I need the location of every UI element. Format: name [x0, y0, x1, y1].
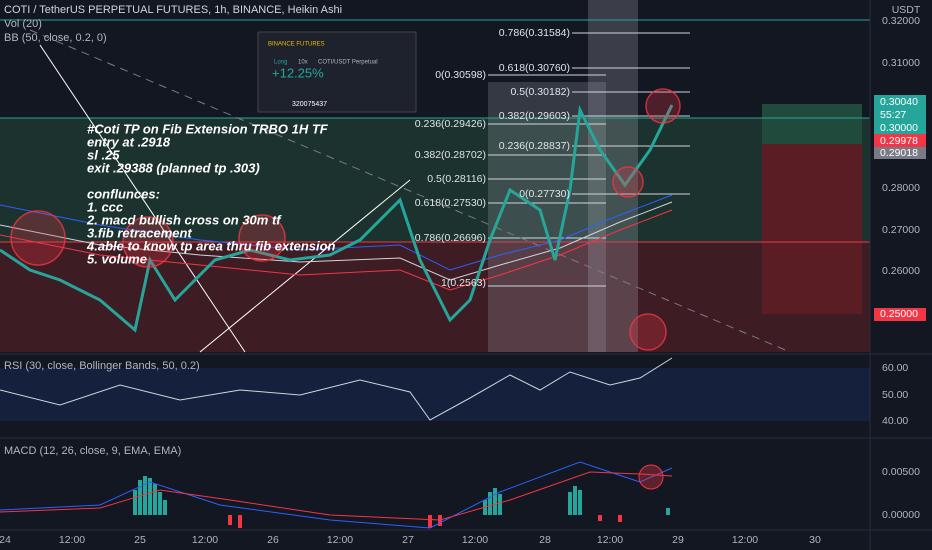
bb-band [0, 194, 673, 271]
signal-line [0, 471, 673, 521]
time-label: 28 [539, 534, 551, 546]
price-badge-text: 0.29018 [880, 147, 918, 159]
price-label: 0.32000 [882, 15, 920, 27]
price-badge-text: 0.30040 [880, 96, 918, 108]
pane-title: RSI (30, close, Bollinger Bands, 50, 0.2… [4, 360, 200, 372]
card-pnl: +12.25% [272, 65, 324, 80]
fib-label: 0.382(0.28702) [415, 149, 486, 161]
time-label: 30 [809, 534, 821, 546]
card-pair: COTI/USDT Perpetual [318, 60, 378, 66]
price-label: 0.28000 [882, 182, 920, 194]
stop-box [762, 144, 862, 314]
time-label: 12:00 [59, 534, 85, 546]
note-line: 1. ccc [87, 199, 124, 214]
currency: USDT [892, 4, 921, 16]
note-line: conflunces: [87, 186, 160, 201]
price-badge [874, 95, 926, 134]
card-leverage: 10x [298, 60, 308, 66]
note-line: #Coti TP on Fib Extension TRBO 1H TF [87, 121, 329, 136]
fib-label: 0.618(0.27530) [415, 197, 486, 209]
fib-label: 0.786(0.31584) [499, 27, 570, 39]
fib-label: 0.5(0.28116) [427, 173, 486, 185]
note-line: entry at .2918 [87, 134, 171, 149]
profit-zone [0, 118, 870, 242]
fib-lines [488, 32, 690, 287]
macd-label: 0.00500 [882, 466, 920, 478]
macd-histogram [133, 476, 670, 515]
rsi-label: 50.00 [882, 389, 908, 401]
note-line: 2. macd bullish cross on 30m tf [86, 212, 282, 227]
highlight-circle [638, 464, 664, 490]
fib-label: 0(0.27730) [519, 188, 570, 200]
trend-line [39, 44, 246, 353]
time-label: 12:00 [732, 534, 758, 546]
card-brand: BINANCE FUTURES [268, 42, 325, 48]
macd-line [0, 461, 673, 529]
rsi-label: 60.00 [882, 362, 908, 374]
note: #Coti TP on Fib Extension TRBO 1H TF ent… [86, 121, 336, 266]
note-line: exit .29388 (planned tp .303) [87, 160, 260, 175]
price-badge [874, 147, 926, 159]
pane-title: MACD (12, 26, close, 9, EMA, EMA) [4, 445, 181, 457]
trend-line [199, 179, 411, 353]
countdown: 55:27 [880, 109, 906, 121]
time-label: 25 [134, 534, 146, 546]
fib-label: 0(0.30598) [435, 69, 486, 81]
target-box [762, 104, 862, 144]
price-badge-text: 0.29978 [880, 135, 918, 147]
fib-label: 0.236(0.28837) [499, 140, 570, 152]
time-label: 12:00 [597, 534, 623, 546]
time-label: 12:00 [462, 534, 488, 546]
price-badge [874, 308, 926, 321]
loss-zone [0, 242, 870, 352]
rsi-label: 40.00 [882, 415, 908, 427]
card-side: Long [274, 60, 287, 66]
card-code: 320075437 [292, 101, 327, 108]
price-path [0, 104, 674, 333]
trend-line [29, 29, 791, 353]
fib-label: 0.236(0.29426) [415, 118, 486, 130]
note-line: 3.fib retracement [87, 225, 192, 240]
note-line: 4.able to know tp area thru fib extensio… [86, 238, 336, 253]
pnl-card [257, 31, 417, 113]
price-label: 0.27000 [882, 224, 920, 236]
fib-label: 1(0.2563) [441, 277, 486, 289]
time-label: 29 [672, 534, 684, 546]
price-badge-text: 0.25000 [880, 308, 918, 320]
note-line: 5. volume [87, 251, 147, 266]
price-badge [874, 134, 926, 147]
highlight-circles [10, 88, 681, 351]
time-label: 12:00 [192, 534, 218, 546]
indicator-label: Vol (20) [4, 18, 42, 30]
rsi-band [0, 368, 870, 421]
symbol: COTI / TetherUS PERPETUAL FUTURES, 1h, B… [4, 4, 342, 16]
note-line: sl .25 [87, 147, 120, 162]
price-badge-text: 0.30000 [880, 122, 918, 134]
time-label: 27 [402, 534, 414, 546]
price-label: 0.31000 [882, 57, 920, 69]
indicator-label: BB (50, close, 0.2, 0) [4, 32, 107, 44]
fib-area [488, 82, 606, 352]
fib-label: 0.5(0.30182) [510, 86, 570, 98]
fib-label: 0.382(0.29603) [499, 110, 570, 122]
time-label: 24 [0, 534, 11, 546]
rsi-line [0, 357, 673, 421]
price-label: 0.26000 [882, 265, 920, 277]
fib-label: 0.786(0.26696) [415, 232, 486, 244]
macd-label: 0.00000 [882, 509, 920, 521]
time-label: 26 [267, 534, 279, 546]
time-label: 12:00 [327, 534, 353, 546]
fib-label: 0.618(0.30760) [499, 62, 570, 74]
